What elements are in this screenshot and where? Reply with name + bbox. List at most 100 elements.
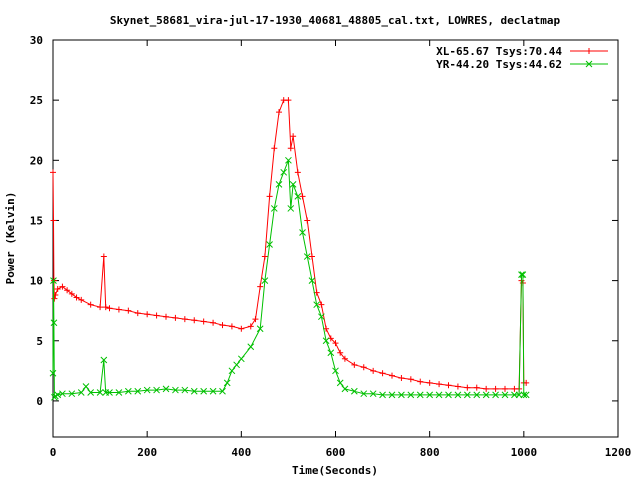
y-axis-label: Power (Kelvin) [4, 192, 17, 285]
x-tick-label: 200 [137, 446, 157, 459]
data-point [379, 391, 386, 399]
y-tick-label: 30 [30, 34, 43, 47]
data-point [585, 60, 593, 68]
data-point [388, 391, 396, 399]
data-point [266, 193, 273, 200]
y-tick-label: 10 [30, 275, 43, 288]
data-point [379, 370, 386, 377]
x-tick-label: 0 [50, 446, 57, 459]
data-point [209, 387, 217, 395]
data-point [134, 310, 141, 317]
data-point [289, 181, 297, 188]
data-point [59, 390, 66, 398]
data-point [257, 283, 264, 290]
data-point [266, 241, 273, 248]
data-point [426, 379, 433, 386]
data-point [518, 271, 525, 278]
data-point [327, 349, 335, 357]
data-point [247, 343, 255, 351]
data-point [51, 295, 58, 302]
series-2 [49, 156, 530, 401]
data-point [271, 145, 278, 152]
data-point [337, 349, 344, 356]
data-point [100, 356, 108, 364]
legend-label: XL-65.67 Tsys:70.44 [436, 45, 562, 58]
data-point [464, 384, 471, 391]
data-point [435, 391, 443, 399]
data-point [106, 305, 113, 312]
data-point [115, 306, 122, 313]
data-point [360, 364, 367, 371]
data-point [522, 391, 530, 399]
data-point [261, 277, 269, 284]
y-tick-label: 5 [36, 335, 43, 348]
chart-title: Skynet_58681_vira-jul-17-1930_40681_4880… [110, 14, 561, 27]
data-point [181, 386, 189, 394]
data-point [318, 301, 325, 308]
data-point [285, 156, 292, 164]
data-point [97, 304, 104, 311]
data-point [238, 325, 245, 332]
data-point [445, 382, 452, 389]
data-point [102, 304, 109, 311]
data-point [233, 361, 240, 369]
x-axis: 0 200 400 600 800 1000 1200 [50, 40, 631, 459]
data-point [299, 229, 306, 236]
data-point [153, 312, 160, 319]
data-point [511, 391, 518, 399]
data-point [190, 387, 198, 395]
data-point [407, 391, 415, 399]
data-point [304, 217, 311, 224]
data-point [252, 316, 259, 323]
data-point [501, 391, 509, 399]
data-point [303, 253, 311, 260]
data-point [64, 287, 71, 294]
data-point [49, 369, 57, 377]
data-point [322, 337, 330, 345]
data-point [144, 311, 151, 318]
data-point [398, 391, 405, 399]
data-point [341, 385, 349, 393]
data-point [68, 390, 76, 398]
data-point [125, 307, 132, 314]
data-point [219, 387, 226, 395]
data-point [228, 367, 236, 375]
data-point [426, 391, 434, 399]
data-point [454, 383, 461, 390]
data-point [454, 391, 462, 399]
data-point [350, 387, 358, 395]
x-tick-label: 600 [326, 446, 346, 459]
data-point [407, 376, 414, 383]
data-point [360, 390, 368, 398]
data-point [287, 205, 295, 212]
data-point [417, 378, 424, 385]
data-point [223, 379, 231, 387]
data-point [308, 277, 316, 284]
data-point [54, 286, 61, 293]
data-point [436, 381, 443, 388]
data-point [59, 283, 66, 290]
y-tick-label: 25 [30, 94, 43, 107]
data-point [351, 361, 358, 368]
series-line [52, 99, 527, 390]
data-point [270, 205, 278, 212]
data-point [172, 314, 179, 321]
data-point [50, 217, 57, 224]
data-point [153, 386, 160, 394]
data-point [520, 391, 528, 399]
data-point [256, 325, 264, 333]
data-point [228, 323, 235, 330]
data-point [332, 367, 339, 375]
data-point [294, 169, 301, 176]
data-point [445, 391, 452, 399]
data-point [78, 296, 85, 303]
data-point [87, 301, 94, 308]
data-point [181, 316, 188, 323]
data-point [275, 181, 283, 188]
data-point [210, 319, 217, 326]
y-tick-label: 20 [30, 154, 43, 167]
data-point [247, 323, 254, 330]
data-point [482, 391, 490, 399]
